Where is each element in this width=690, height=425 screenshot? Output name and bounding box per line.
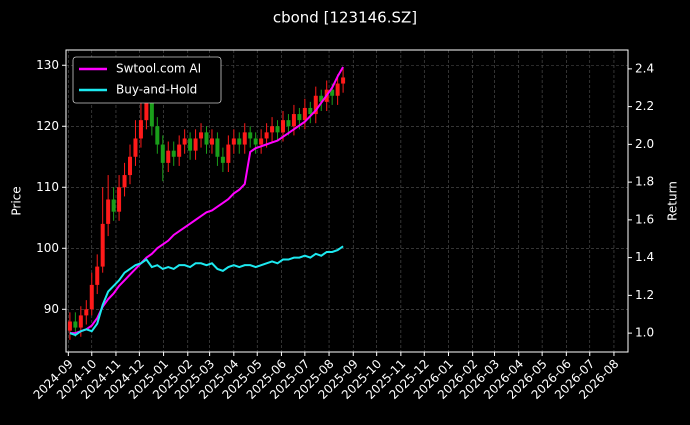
candle-body (308, 107, 313, 115)
candle-body (330, 89, 335, 96)
legend: Swtool.com AI Buy-and-Hold (72, 56, 222, 104)
candle-body (95, 266, 100, 285)
candle-body (100, 223, 105, 267)
y2-tick-label: 2.4 (635, 61, 654, 75)
candle-body (111, 199, 116, 212)
candle-body (89, 284, 94, 310)
line-series (69, 66, 344, 335)
candle-body (84, 309, 89, 316)
chart-title: cbond [123146.SZ] (273, 9, 417, 27)
legend-label: Buy-and-Hold (116, 83, 197, 97)
y2-tick-label: 1.8 (635, 175, 654, 189)
candle-body (188, 138, 193, 151)
y2-tick-label: 2.0 (635, 137, 654, 151)
candle-body (117, 187, 122, 212)
y2-tick-label: 1.4 (635, 250, 654, 264)
candle-body (248, 132, 253, 139)
line-series (69, 245, 344, 337)
candle-body (155, 126, 160, 145)
candle-body (193, 138, 198, 151)
y-tick-label: 120 (36, 119, 59, 133)
candle-body (209, 138, 214, 145)
candle-body (204, 132, 209, 145)
candle-body (220, 156, 225, 163)
candle-body (166, 150, 171, 163)
candle-body (138, 120, 143, 139)
candle-body (264, 132, 269, 139)
candle-body (302, 107, 307, 121)
legend-box (72, 56, 222, 104)
candle-body (242, 132, 247, 145)
candle-body (215, 138, 220, 157)
candle-body (73, 321, 78, 328)
y-tick-label: 90 (44, 302, 59, 316)
candle-body (177, 144, 182, 157)
candle-body (270, 126, 275, 133)
candle-body (335, 83, 340, 96)
y-axis-label: Price (10, 186, 24, 215)
candle-body (182, 138, 187, 145)
candle-body (291, 114, 296, 127)
candle-body (253, 138, 258, 145)
candle-body (78, 315, 83, 328)
candle-body (160, 144, 165, 163)
legend-label: Swtool.com AI (116, 62, 201, 76)
candle-body (237, 138, 242, 145)
y2-tick-label: 1.6 (635, 212, 654, 226)
candle-body (275, 126, 280, 133)
candle-body (144, 101, 149, 121)
y2-tick-label: 1.0 (635, 326, 654, 340)
candle-body (133, 138, 138, 157)
candle-body (286, 120, 291, 127)
candle-body (297, 114, 302, 121)
candle-body (67, 321, 72, 331)
plot-frame (65, 49, 629, 353)
candle-body (106, 199, 111, 224)
candle-body (128, 156, 133, 176)
y-tick-label: 130 (36, 58, 59, 72)
candle-body (171, 150, 176, 157)
candle-body (122, 175, 127, 188)
candle-body (199, 132, 204, 139)
candle-body (313, 95, 318, 115)
y2-tick-label: 1.2 (635, 288, 654, 302)
candle-body (231, 138, 236, 145)
candle-body (319, 95, 324, 102)
candle-body (259, 138, 264, 145)
candle-body (280, 120, 285, 133)
candle-body (341, 77, 346, 84)
candle-body (149, 101, 154, 127)
y2-tick-label: 2.2 (635, 99, 654, 113)
y-tick-label: 100 (36, 241, 59, 255)
y-tick-label: 110 (36, 180, 59, 194)
y2-axis-label: Return (666, 181, 680, 221)
candle-body (226, 144, 231, 163)
